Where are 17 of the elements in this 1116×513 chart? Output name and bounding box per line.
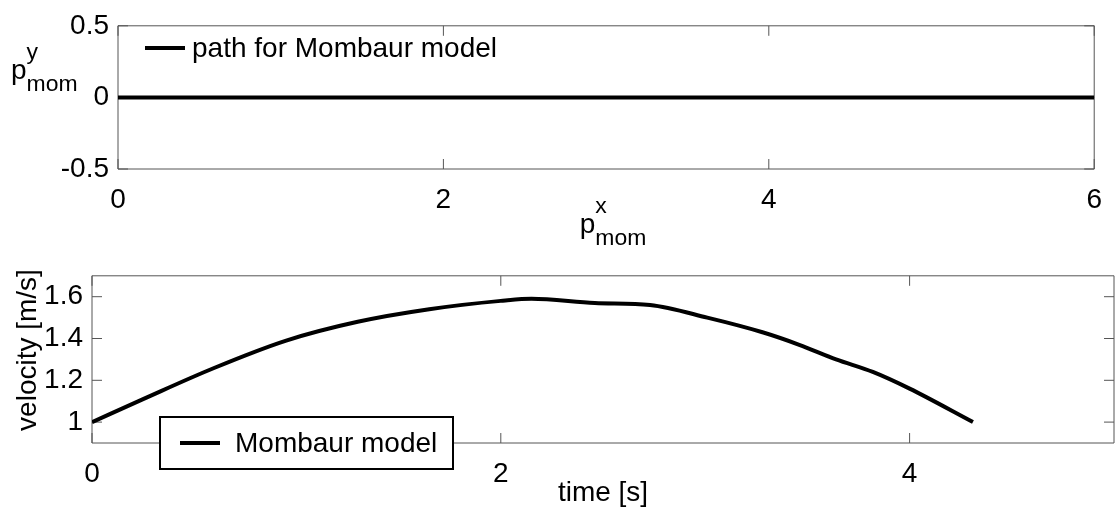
y-tick-label: 1.6 xyxy=(44,279,83,311)
x-tick-label: 2 xyxy=(435,182,452,214)
x-tick-label: 6 xyxy=(1086,182,1102,214)
y-tick-label: 0 xyxy=(93,80,109,112)
y-tick-label: 0.5 xyxy=(70,8,109,40)
x-axis-title: time [s] xyxy=(557,476,649,508)
x-tick-label: 4 xyxy=(761,182,777,214)
y-axis-title: velocity [m/s] xyxy=(10,268,43,431)
y-tick-label: 1 xyxy=(67,404,83,436)
y-tick-label: 1.2 xyxy=(44,363,83,395)
x-tick-label: 2 xyxy=(493,456,509,488)
legend-label: Mombaur model xyxy=(235,426,438,459)
legend-label: path for Mombaur model xyxy=(192,32,498,65)
x-tick-label: 4 xyxy=(901,456,918,488)
y-tick-label: 1.4 xyxy=(44,321,83,353)
line-series xyxy=(92,296,975,425)
y-tick-label: -0.5 xyxy=(60,151,109,183)
